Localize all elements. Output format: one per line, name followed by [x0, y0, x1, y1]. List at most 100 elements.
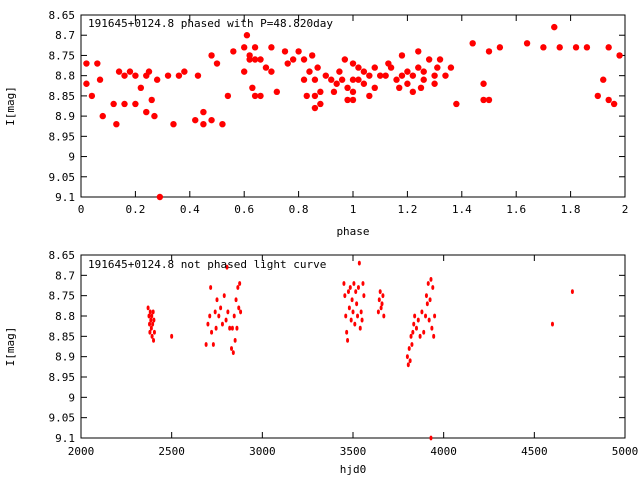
data-point: [409, 72, 417, 79]
plot-frame: [80, 14, 626, 198]
data-point: [251, 56, 259, 63]
data-point: [217, 313, 221, 319]
data-point: [424, 293, 428, 299]
data-point: [550, 321, 554, 327]
data-point: [350, 297, 354, 303]
data-point: [83, 80, 90, 87]
data-point: [429, 435, 433, 441]
data-point: [147, 313, 151, 319]
data-point: [355, 76, 362, 83]
data-point: [99, 112, 106, 120]
data-point: [425, 56, 433, 63]
data-point: [431, 80, 438, 87]
data-point: [411, 329, 415, 335]
data-point: [485, 96, 493, 104]
data-point: [398, 52, 406, 59]
data-point: [219, 305, 223, 311]
y-tick-label: 8.65: [49, 249, 76, 262]
data-point: [361, 281, 365, 286]
data-point: [149, 325, 153, 331]
data-point: [429, 277, 433, 282]
x-tick-label: 3500: [340, 445, 367, 458]
x-tick-label: 0.4: [180, 203, 200, 216]
data-point: [523, 40, 531, 47]
data-point: [338, 76, 346, 83]
data-point: [572, 44, 580, 51]
data-point: [200, 108, 207, 116]
data-point: [235, 325, 239, 331]
data-point: [422, 329, 426, 335]
data-point: [241, 44, 248, 51]
data-point: [416, 317, 420, 323]
data-point: [148, 309, 152, 315]
data-point: [311, 92, 319, 100]
data-point: [353, 321, 357, 327]
data-point: [152, 338, 156, 343]
data-point: [371, 84, 378, 92]
data-point: [328, 76, 335, 83]
data-point: [358, 325, 362, 331]
data-point: [570, 289, 574, 294]
data-point: [356, 313, 360, 319]
data-point: [238, 281, 242, 286]
data-point: [239, 309, 243, 315]
data-point: [341, 56, 349, 63]
x-tick-label: 1: [350, 203, 357, 216]
data-point: [88, 92, 96, 100]
data-point: [241, 68, 248, 75]
data-point: [405, 354, 409, 360]
data-point: [346, 338, 350, 343]
data-point: [496, 44, 504, 51]
data-point: [410, 342, 414, 347]
plot-title: 191645+0124.8 not phased light curve: [88, 258, 326, 271]
data-point: [404, 68, 411, 75]
data-point: [224, 92, 232, 100]
data-point: [204, 342, 208, 347]
data-point: [317, 88, 324, 96]
data-point: [243, 32, 251, 39]
data-point: [420, 68, 427, 75]
data-point: [551, 23, 558, 31]
data-point: [342, 281, 346, 286]
y-tick-label: 8.8: [55, 310, 75, 323]
data-point: [208, 116, 215, 124]
data-point: [366, 72, 373, 79]
data-point: [150, 333, 154, 339]
data-point: [146, 305, 150, 311]
data-point: [556, 44, 563, 51]
data-point: [371, 64, 378, 71]
data-point: [220, 321, 224, 327]
data-point: [349, 60, 357, 67]
data-point: [408, 358, 412, 364]
data-point: [360, 68, 368, 75]
data-point: [366, 92, 373, 100]
data-point: [379, 305, 383, 311]
data-point: [453, 100, 460, 108]
data-point: [347, 305, 351, 311]
data-point: [540, 44, 547, 51]
data-point: [224, 317, 228, 323]
data-point: [83, 60, 90, 67]
data-point: [311, 76, 319, 83]
data-point: [428, 297, 432, 303]
data-point: [349, 76, 357, 83]
plot-title: 191645+0124.8 phased with P=48.820day: [88, 17, 333, 30]
data-point: [132, 100, 139, 108]
data-point: [209, 285, 213, 290]
data-point: [314, 64, 321, 71]
x-tick-label: 0.6: [234, 203, 254, 216]
data-point: [230, 325, 234, 331]
data-point: [378, 289, 382, 294]
data-point: [213, 309, 217, 315]
data-point: [149, 317, 153, 323]
data-point: [148, 96, 155, 104]
data-point: [273, 88, 281, 96]
data-point: [343, 293, 347, 299]
data-point: [153, 76, 161, 83]
x-tick-label: 1.2: [397, 203, 417, 216]
data-point: [356, 285, 360, 290]
x-axis-title: hjd0: [340, 463, 367, 476]
data-point: [262, 64, 270, 71]
data-point: [412, 321, 416, 327]
